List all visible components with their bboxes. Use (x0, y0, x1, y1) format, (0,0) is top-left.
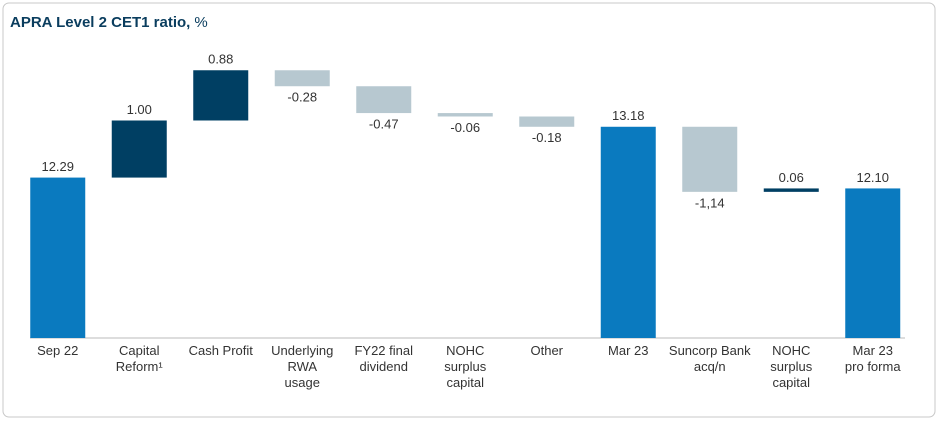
label-line: dividend (360, 359, 408, 374)
label-line: capital (772, 375, 810, 390)
bar (600, 126, 656, 338)
label-line: capital (446, 375, 484, 390)
label-line: Other (530, 343, 563, 358)
label-line: Mar 23 (853, 343, 893, 358)
label-line: RWA (287, 359, 317, 374)
x-tick-label: Capital Reform¹ (116, 343, 164, 374)
label-line: Underlying (271, 343, 333, 358)
chart-title: APRA Level 2 CET1 ratio,% (10, 14, 208, 31)
bar (193, 70, 249, 121)
value-label: 0.06 (779, 170, 804, 185)
bar (437, 113, 493, 117)
value-label: -0.47 (369, 117, 399, 132)
x-tick-label: NOHC surplus capital (444, 343, 486, 390)
bar (519, 116, 575, 127)
label-line: surplus (444, 359, 486, 374)
value-label: -0.06 (450, 120, 480, 135)
bar (356, 86, 412, 114)
bar (111, 120, 167, 178)
label-line: Sep 22 (37, 343, 78, 358)
label-line: NOHC (446, 343, 484, 358)
value-label: -1,14 (695, 195, 725, 210)
label-line: Mar 23 (608, 343, 648, 358)
bar (682, 126, 738, 192)
bar (274, 70, 330, 87)
x-tick-label: FY22 final dividend (354, 343, 413, 374)
value-label: 13.18 (612, 108, 645, 123)
x-tick-label: Cash Profit (189, 343, 254, 358)
bar (30, 177, 86, 338)
title-unit: % (194, 14, 207, 31)
x-tick-label: Suncorp Bank acq/n (669, 343, 751, 374)
label-line: Suncorp Bank (669, 343, 751, 358)
label-line: usage (285, 375, 320, 390)
x-tick-label: NOHC surplus capital (770, 343, 812, 390)
label-line: Reform¹ (116, 359, 164, 374)
value-label: -0.28 (287, 90, 317, 105)
bar (763, 188, 819, 192)
label-line: acq/n (694, 359, 726, 374)
x-tick-label: Other (530, 343, 563, 358)
x-tick-label: Mar 23 pro forma (845, 343, 901, 374)
value-label: -0.18 (532, 130, 562, 145)
label-line: FY22 final (354, 343, 413, 358)
bar (845, 188, 901, 338)
value-label: 12.29 (41, 159, 74, 174)
label-line: pro forma (845, 359, 901, 374)
x-tick-label: Sep 22 (37, 343, 78, 358)
label-line: Cash Profit (189, 343, 254, 358)
title-text: APRA Level 2 CET1 ratio, (10, 14, 190, 31)
label-line: NOHC (772, 343, 810, 358)
value-label: 0.88 (208, 52, 233, 67)
label-line: Capital (119, 343, 160, 358)
value-label: 1.00 (127, 102, 152, 117)
x-tick-label: Underlying RWA usage (271, 343, 333, 390)
x-tick-label: Mar 23 (608, 343, 648, 358)
value-label: 12.10 (856, 170, 889, 185)
label-line: surplus (770, 359, 812, 374)
